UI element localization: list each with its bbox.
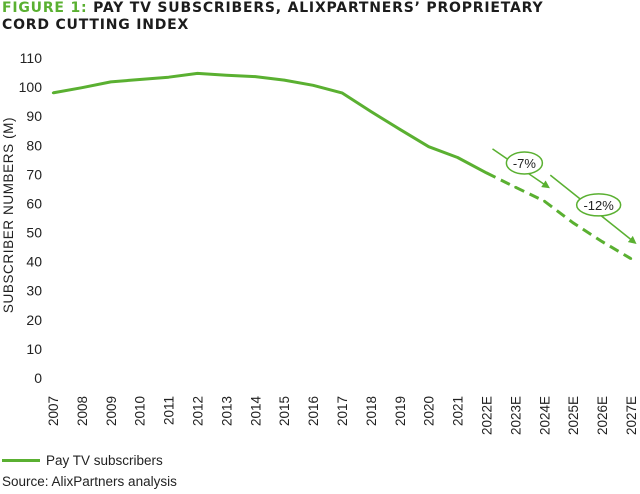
x-axis-ticks: 2007 2008 2009 2010 2011 2012 2013 2014 2015 2016… [46, 396, 639, 436]
legend: Pay TV subscribers [2, 453, 163, 468]
y-tick-label: 90 [26, 108, 42, 124]
data-point [167, 76, 170, 79]
data-point [340, 91, 344, 95]
x-tick-label: 2017 [335, 396, 350, 426]
y-tick-label: 20 [26, 312, 42, 328]
series-layer [51, 71, 633, 260]
x-tick-label: 2013 [219, 396, 234, 426]
x-tick-label: 2022E [480, 396, 495, 435]
data-point [398, 128, 401, 131]
x-tick-label: 2012 [191, 396, 206, 426]
y-tick-label: 110 [20, 50, 43, 66]
annotation-label: -12% [583, 198, 614, 213]
x-tick-label: 2024E [537, 396, 552, 435]
x-tick-label: 2007 [46, 396, 61, 426]
x-tick-label: 2011 [162, 396, 177, 425]
y-tick-label: 80 [26, 137, 42, 153]
y-axis-ticks: 0 10 20 30 40 50 60 70 80 90 100 110 [19, 50, 43, 386]
y-tick-label: 40 [26, 254, 42, 270]
x-tick-label: 2010 [133, 396, 148, 426]
data-point [283, 78, 286, 82]
x-tick-label: 2018 [364, 396, 379, 426]
data-point [254, 75, 257, 78]
data-point [369, 110, 373, 113]
x-tick-label: 2025E [566, 396, 581, 435]
x-tick-label: 2016 [306, 396, 321, 426]
chart-title: FIGURE 1: PAY TV SUBSCRIBERS, ALIXPARTNE… [2, 0, 602, 34]
x-tick-label: 2023E [508, 396, 523, 435]
data-point [80, 86, 84, 89]
annotation-label: -7% [513, 156, 537, 171]
x-tick-label: 2019 [393, 396, 408, 426]
x-tick-label: 2020 [422, 396, 437, 426]
data-point [572, 221, 575, 225]
source-note: Source: AlixPartners analysis [2, 474, 177, 489]
data-point [456, 156, 459, 159]
data-point [225, 73, 228, 77]
x-tick-label: 2008 [75, 396, 90, 426]
annotation-bubble [575, 193, 622, 217]
x-tick-label: 2015 [277, 396, 292, 426]
data-point [543, 199, 546, 203]
series-line-actual [52, 71, 488, 175]
data-point [196, 72, 199, 75]
y-tick-label: 50 [26, 225, 42, 241]
data-point [600, 240, 604, 243]
x-tick-label: 2009 [104, 396, 119, 426]
y-tick-label: 10 [26, 341, 42, 357]
x-tick-label: 2026E [595, 396, 610, 435]
y-tick-label: 60 [26, 195, 42, 211]
x-tick-label: 2021 [451, 396, 466, 426]
annotations-layer: -7% -12% [492, 148, 637, 244]
data-point [427, 145, 430, 148]
data-point [485, 171, 488, 175]
title-line-2: CORD CUTTING INDEX [2, 17, 190, 33]
y-tick-label: 0 [34, 370, 42, 386]
data-point [514, 185, 517, 189]
annotation-bubble [505, 151, 544, 175]
data-point [629, 257, 633, 260]
legend-swatch [2, 459, 40, 462]
series-line-projected [485, 171, 632, 260]
data-point [138, 78, 141, 81]
title-line-1: PAY TV SUBSCRIBERS, ALIXPARTNERS’ PROPRI… [93, 0, 544, 16]
y-axis-label: SUBSCRIBER NUMBERS (M) [1, 117, 16, 313]
x-tick-label: 2014 [248, 396, 263, 427]
y-tick-label: 70 [26, 166, 42, 182]
legend-label: Pay TV subscribers [46, 453, 163, 468]
figure-label: FIGURE 1: [2, 0, 88, 16]
x-tick-label: 2027E [624, 396, 639, 435]
data-point [311, 84, 315, 87]
y-tick-label: 30 [26, 283, 42, 299]
data-point [51, 91, 55, 95]
y-tick-label: 100 [19, 79, 43, 95]
data-point [109, 80, 113, 84]
